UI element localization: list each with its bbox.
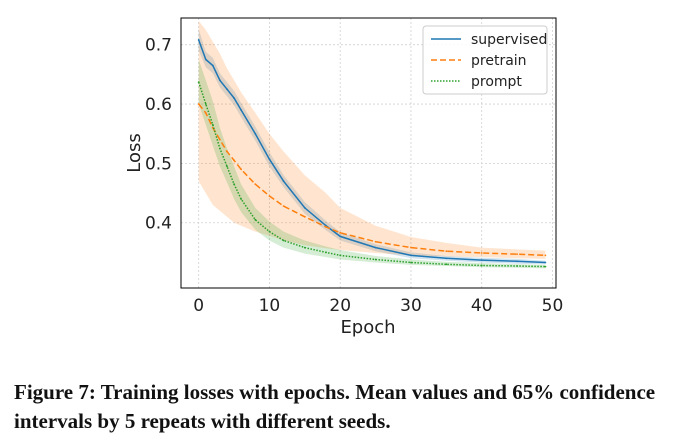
point-supervised: [254, 132, 257, 135]
point-supervised: [282, 180, 285, 183]
y-axis-label: Loss: [124, 133, 145, 172]
band-pretrain: [198, 21, 546, 259]
y-tick-label: 0.5: [145, 154, 172, 174]
legend-label-pretrain: pretrain: [471, 53, 527, 69]
point-pretrain: [410, 246, 412, 249]
x-tick-label: 0: [193, 296, 204, 316]
point-prompt: [240, 198, 243, 200]
y-tick-label: 0.4: [145, 214, 172, 234]
point-pretrain: [516, 253, 518, 256]
point-prompt: [325, 251, 327, 254]
point-supervised: [339, 235, 342, 238]
point-prompt: [445, 263, 448, 266]
loss-chart: 0 10 20 30 40 50 0.4 0.5 0.6 0.7 Epoch Loss super…: [124, 17, 563, 338]
point-prompt: [219, 147, 221, 150]
legend-label-supervised: supervised: [471, 32, 547, 48]
point-pretrain: [445, 250, 448, 253]
point-prompt: [410, 261, 412, 264]
x-tick-label: 50: [542, 296, 564, 316]
point-prompt: [480, 264, 483, 267]
point-pretrain: [219, 138, 221, 141]
point-supervised: [516, 260, 518, 263]
point-prompt: [211, 123, 214, 126]
point-supervised: [226, 88, 228, 91]
x-tick-label: 40: [471, 296, 493, 316]
y-tick-label: 0.6: [145, 95, 172, 115]
point-prompt: [544, 265, 547, 268]
x-tick-label: 30: [400, 296, 422, 316]
point-supervised: [480, 259, 483, 262]
point-pretrain: [282, 205, 285, 208]
plot-area-frame: [180, 17, 557, 289]
point-pretrain: [544, 254, 547, 257]
figure-caption: Figure 7: Training losses with epochs. M…: [14, 380, 656, 433]
point-supervised: [233, 97, 235, 100]
point-prompt: [254, 218, 257, 221]
point-pretrain: [325, 225, 327, 228]
x-tick-label: 20: [329, 296, 351, 316]
point-pretrain: [226, 150, 228, 153]
point-prompt: [374, 258, 377, 261]
point-supervised: [197, 39, 200, 41]
point-pretrain: [303, 215, 306, 218]
x-tick-label: 10: [259, 296, 281, 316]
point-supervised: [204, 58, 207, 61]
series-lines: [197, 39, 547, 268]
point-supervised: [374, 246, 377, 249]
point-prompt: [282, 239, 285, 242]
legend: supervised pretrain prompt: [422, 25, 548, 95]
x-axis-label: Epoch: [340, 317, 395, 338]
point-pretrain: [374, 240, 377, 243]
tick-labels: 0 10 20 30 40 50 0.4 0.5 0.6 0.7: [145, 36, 563, 316]
point-supervised: [219, 79, 221, 82]
point-supervised: [544, 261, 547, 264]
point-pretrain: [480, 252, 483, 254]
point-supervised: [211, 64, 214, 67]
point-supervised: [268, 158, 271, 161]
point-prompt: [204, 103, 207, 105]
point-prompt: [233, 183, 235, 186]
point-pretrain: [197, 103, 200, 105]
figure: 0 10 20 30 40 50 0.4 0.5 0.6 0.7 Epoch Loss super…: [124, 17, 563, 338]
point-pretrain: [240, 168, 243, 171]
confidence-bands: [198, 21, 546, 269]
point-supervised: [303, 206, 306, 209]
point-pretrain: [204, 112, 207, 114]
legend-label-prompt: prompt: [471, 74, 522, 90]
point-prompt: [226, 165, 228, 168]
point-pretrain: [268, 195, 271, 197]
point-supervised: [240, 109, 243, 111]
point-pretrain: [339, 231, 342, 234]
point-pretrain: [254, 183, 257, 186]
y-tick-label: 0.7: [145, 36, 172, 56]
point-supervised: [445, 257, 448, 260]
point-pretrain: [233, 159, 235, 162]
point-prompt: [268, 230, 271, 233]
point-supervised: [410, 254, 412, 257]
point-prompt: [303, 246, 306, 249]
point-prompt: [339, 254, 342, 257]
point-prompt: [197, 81, 200, 83]
legend-box: [422, 25, 548, 95]
point-prompt: [516, 265, 518, 267]
